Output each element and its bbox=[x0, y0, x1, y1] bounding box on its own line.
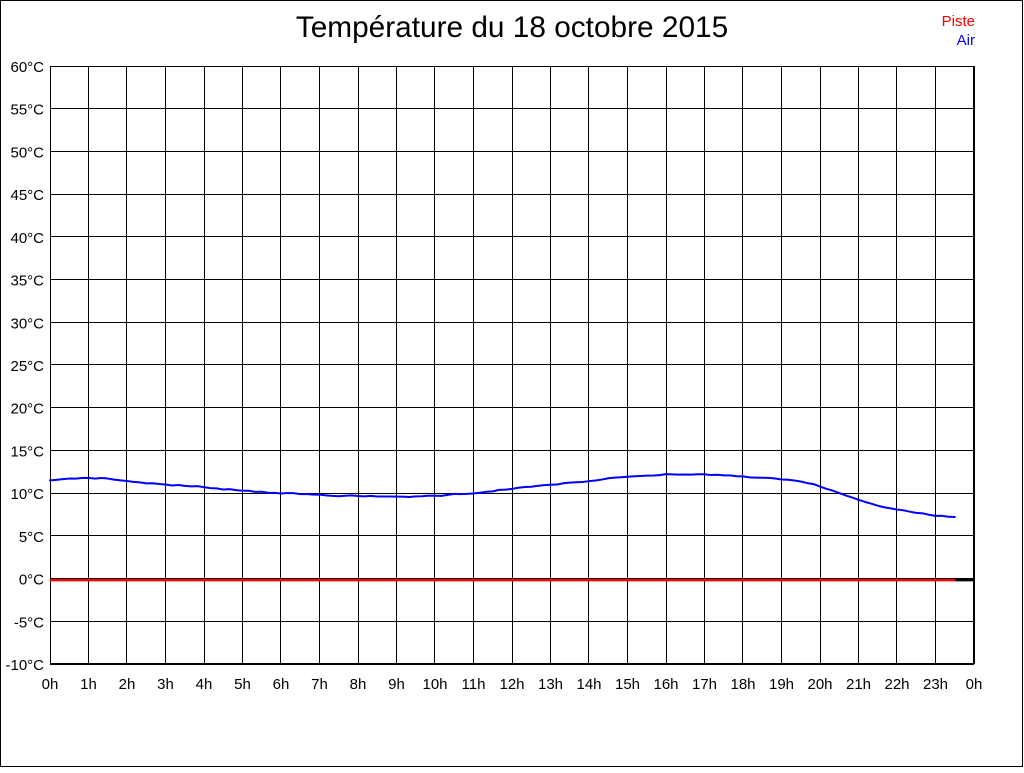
svg-text:1h: 1h bbox=[80, 676, 97, 693]
svg-text:12h: 12h bbox=[499, 676, 524, 693]
svg-text:15h: 15h bbox=[615, 676, 640, 693]
svg-text:14h: 14h bbox=[576, 676, 601, 693]
svg-text:10h: 10h bbox=[422, 676, 447, 693]
svg-text:4h: 4h bbox=[196, 676, 213, 693]
svg-text:60°C: 60°C bbox=[10, 59, 44, 76]
svg-text:55°C: 55°C bbox=[10, 102, 44, 119]
svg-text:18h: 18h bbox=[730, 676, 755, 693]
svg-text:2h: 2h bbox=[119, 676, 136, 693]
svg-text:15°C: 15°C bbox=[10, 443, 44, 460]
svg-text:50°C: 50°C bbox=[10, 144, 44, 161]
svg-text:11h: 11h bbox=[462, 676, 486, 693]
svg-text:40°C: 40°C bbox=[10, 230, 44, 247]
svg-text:19h: 19h bbox=[769, 676, 794, 693]
svg-text:0°C: 0°C bbox=[19, 572, 44, 589]
svg-text:3h: 3h bbox=[157, 676, 174, 693]
svg-text:0h: 0h bbox=[966, 676, 983, 693]
svg-text:10°C: 10°C bbox=[10, 486, 44, 503]
svg-text:20°C: 20°C bbox=[10, 401, 44, 418]
svg-text:9h: 9h bbox=[388, 676, 405, 693]
svg-text:23h: 23h bbox=[923, 676, 948, 693]
svg-text:45°C: 45°C bbox=[10, 187, 44, 204]
svg-text:-10°C: -10°C bbox=[5, 657, 44, 674]
svg-text:6h: 6h bbox=[273, 676, 290, 693]
svg-text:8h: 8h bbox=[350, 676, 367, 693]
svg-text:0h: 0h bbox=[42, 676, 59, 693]
svg-text:5°C: 5°C bbox=[19, 529, 44, 546]
svg-text:-5°C: -5°C bbox=[14, 614, 44, 631]
svg-text:5h: 5h bbox=[234, 676, 251, 693]
svg-text:7h: 7h bbox=[311, 676, 328, 693]
svg-text:22h: 22h bbox=[884, 676, 909, 693]
svg-text:20h: 20h bbox=[807, 676, 832, 693]
svg-text:35°C: 35°C bbox=[10, 273, 44, 290]
svg-text:17h: 17h bbox=[692, 676, 717, 693]
svg-text:21h: 21h bbox=[846, 676, 871, 693]
svg-text:13h: 13h bbox=[538, 676, 563, 693]
svg-text:30°C: 30°C bbox=[10, 315, 44, 332]
svg-text:16h: 16h bbox=[653, 676, 678, 693]
svg-text:25°C: 25°C bbox=[10, 358, 44, 375]
